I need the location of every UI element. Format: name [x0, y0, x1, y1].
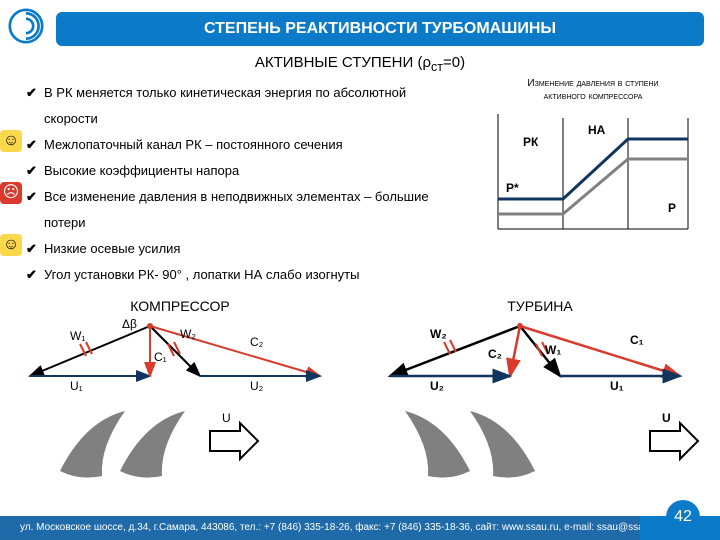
frown-icon: ☹	[0, 182, 22, 204]
emoji-column: ☺ ☹ ☺	[0, 130, 22, 286]
bullet-list: В РК меняется только кинетическая энерги…	[26, 80, 446, 288]
pressure-caption: активного компрессора	[488, 91, 698, 102]
brand-logo	[8, 8, 44, 44]
turbine-title: ТУРБИНА	[360, 298, 720, 314]
smile-icon: ☺	[0, 234, 22, 256]
svg-text:U₂: U₂	[430, 379, 444, 393]
svg-text:W₁: W₁	[70, 329, 85, 343]
bullet-item: Низкие осевые усилия	[26, 236, 446, 262]
bullet-item: В РК меняется только кинетическая энерги…	[26, 80, 446, 132]
svg-text:U: U	[222, 411, 231, 425]
bullet-item: Угол установки РК- 90° , лопатки НА слаб…	[26, 262, 446, 288]
compressor-diagram: КОМПРЕССОР W₁ U₁ C₁ W₂ C₂	[0, 298, 360, 496]
turbine-diagram: ТУРБИНА W₂ U₂ C₂ W₁ C₁ U₁	[360, 298, 720, 496]
bullet-item: Межлопаточный канал РК – постоянного сеч…	[26, 132, 446, 158]
svg-text:W₁: W₁	[545, 343, 561, 357]
footer-bar: ул. Московское шоссе, д.34, г.Самара, 44…	[0, 516, 720, 540]
svg-text:U₁: U₁	[70, 379, 83, 393]
subtitle: АКТИВНЫЕ СТУПЕНИ (ρст=0)	[0, 54, 720, 74]
footer-text: ул. Московское шоссе, д.34, г.Самара, 44…	[0, 516, 640, 540]
smile-icon: ☺	[0, 130, 22, 152]
svg-text:НА: НА	[588, 123, 606, 137]
svg-text:U: U	[662, 411, 671, 425]
svg-text:W₂: W₂	[180, 327, 196, 341]
svg-text:Δβ: Δβ	[122, 317, 137, 331]
pressure-diagram: Изменение давления в ступени активного к…	[488, 78, 698, 239]
compressor-title: КОМПРЕССОР	[0, 298, 360, 314]
svg-text:C₂: C₂	[250, 335, 264, 349]
svg-text:P: P	[668, 201, 676, 215]
svg-text:U₂: U₂	[250, 379, 264, 393]
svg-text:РК: РК	[523, 135, 539, 149]
page-title: СТЕПЕНЬ РЕАКТИВНОСТИ ТУРБОМАШИНЫ	[56, 12, 704, 46]
bullet-item: Все изменение давления в неподвижных эле…	[26, 184, 446, 236]
svg-text:W₂: W₂	[430, 327, 447, 341]
svg-text:U₁: U₁	[610, 379, 624, 393]
svg-text:P*: P*	[506, 181, 519, 195]
pressure-caption: Изменение давления в ступени	[488, 78, 698, 89]
svg-text:C₂: C₂	[488, 347, 502, 361]
page-number-badge: 42	[666, 500, 700, 534]
svg-text:C₁: C₁	[154, 350, 167, 364]
bullet-item: Высокие коэффициенты напора	[26, 158, 446, 184]
svg-text:C₁: C₁	[630, 333, 644, 347]
